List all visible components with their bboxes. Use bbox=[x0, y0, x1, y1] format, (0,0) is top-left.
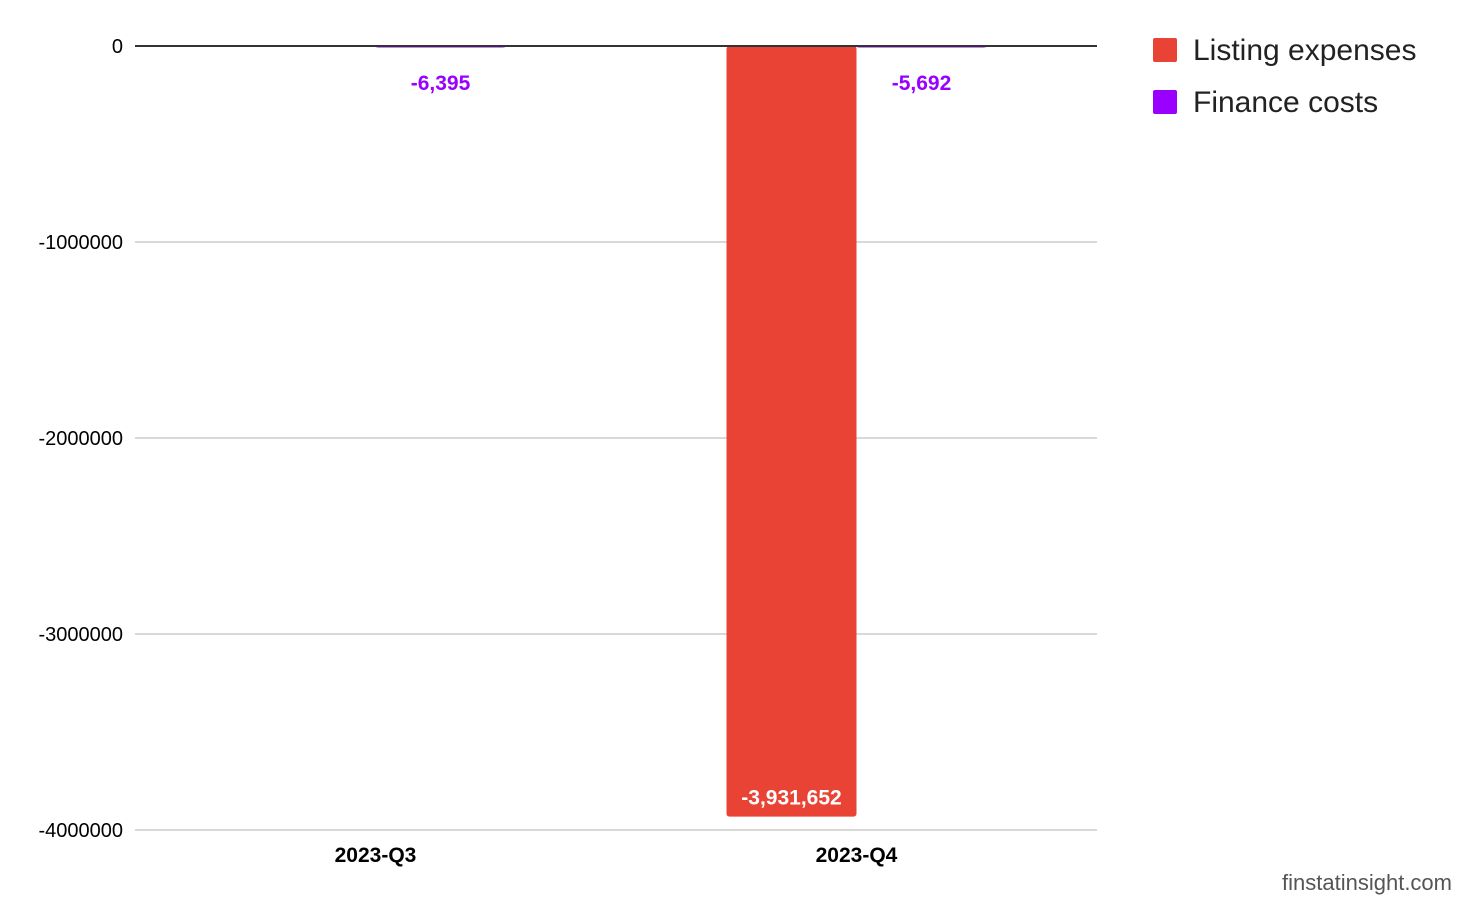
legend-swatch bbox=[1153, 90, 1177, 114]
data-label: -5,692 bbox=[892, 72, 952, 95]
gridlines bbox=[135, 241, 1097, 831]
x-category-label: 2023-Q3 bbox=[335, 844, 417, 867]
legend: Listing expenses Finance costs bbox=[1153, 34, 1416, 119]
watermark-text: finstatinsight.com bbox=[1282, 870, 1452, 895]
bar-listing-expenses bbox=[726, 46, 857, 817]
legend-label: Listing expenses bbox=[1193, 34, 1416, 67]
legend-swatch bbox=[1153, 38, 1177, 62]
y-tick-label: -3000000 bbox=[38, 624, 123, 646]
data-labels: -6,395 -3,931,652 -5,692 bbox=[411, 72, 952, 810]
legend-label: Finance costs bbox=[1193, 86, 1378, 119]
y-tick-label: -1000000 bbox=[38, 232, 123, 254]
data-label: -3,931,652 bbox=[741, 787, 841, 810]
y-tick-label: 0 bbox=[112, 36, 123, 58]
data-label: -6,395 bbox=[411, 72, 471, 95]
x-category-label: 2023-Q4 bbox=[816, 844, 898, 867]
y-axis-ticks: 0 -1000000 -2000000 -3000000 -4000000 bbox=[38, 36, 123, 842]
y-tick-label: -2000000 bbox=[38, 428, 123, 450]
bars bbox=[375, 46, 987, 817]
x-axis-categories: 2023-Q3 2023-Q4 bbox=[335, 844, 898, 867]
y-tick-label: -4000000 bbox=[38, 820, 123, 842]
